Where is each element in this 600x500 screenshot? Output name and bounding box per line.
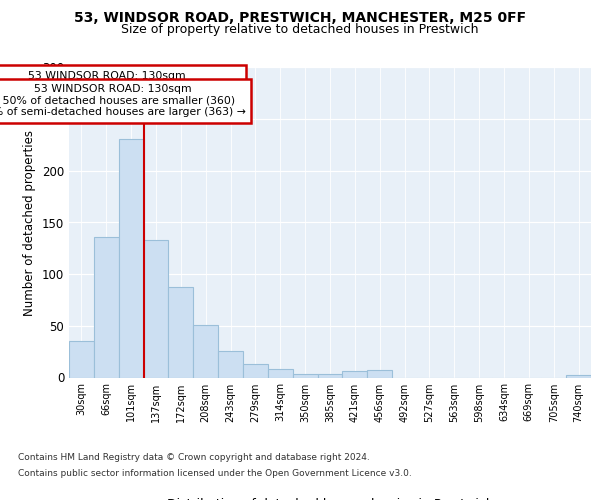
Bar: [94, 237, 119, 378]
Bar: [566, 376, 591, 378]
Text: Contains public sector information licensed under the Open Government Licence v3: Contains public sector information licen…: [18, 468, 412, 477]
Bar: [218, 350, 243, 378]
Bar: [268, 369, 293, 378]
Bar: [343, 372, 367, 378]
Text: 53 WINDSOR ROAD: 130sqm
← 50% of detached houses are smaller (360)
50% of semi-d: 53 WINDSOR ROAD: 130sqm ← 50% of detache…: [0, 84, 246, 117]
Bar: [193, 325, 218, 378]
Text: Contains HM Land Registry data © Crown copyright and database right 2024.: Contains HM Land Registry data © Crown c…: [18, 454, 370, 462]
Bar: [243, 364, 268, 378]
Bar: [69, 342, 94, 378]
Text: 53, WINDSOR ROAD, PRESTWICH, MANCHESTER, M25 0FF: 53, WINDSOR ROAD, PRESTWICH, MANCHESTER,…: [74, 11, 526, 25]
X-axis label: Distribution of detached houses by size in Prestwich: Distribution of detached houses by size …: [167, 498, 493, 500]
Bar: [293, 374, 317, 378]
Bar: [119, 139, 143, 378]
Text: 53 WINDSOR ROAD: 130sqm
← 50% of detached houses are smaller (360)
50% of semi-d: 53 WINDSOR ROAD: 130sqm ← 50% of detache…: [0, 70, 240, 104]
Bar: [143, 240, 169, 378]
Text: Size of property relative to detached houses in Prestwich: Size of property relative to detached ho…: [121, 22, 479, 36]
Bar: [317, 374, 343, 378]
Bar: [169, 286, 193, 378]
Y-axis label: Number of detached properties: Number of detached properties: [23, 130, 37, 316]
Bar: [367, 370, 392, 378]
